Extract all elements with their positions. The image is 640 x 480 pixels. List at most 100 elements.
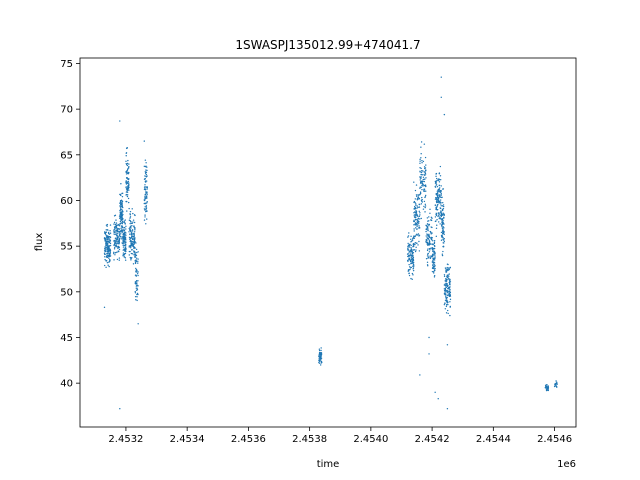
data-point <box>124 252 127 255</box>
data-point <box>411 252 414 255</box>
data-point <box>126 195 129 198</box>
data-point <box>134 240 136 243</box>
data-point <box>118 225 121 227</box>
data-point <box>113 239 115 242</box>
data-point <box>406 259 409 262</box>
data-point <box>417 215 419 218</box>
data-point <box>432 258 435 260</box>
data-point <box>420 146 422 148</box>
data-point <box>443 217 445 219</box>
data-point <box>413 208 415 210</box>
data-point <box>119 217 122 219</box>
data-point <box>408 259 410 261</box>
data-point <box>414 242 417 244</box>
data-point <box>124 219 126 221</box>
data-point <box>423 190 426 192</box>
data-point <box>106 235 108 237</box>
data-point <box>122 255 124 257</box>
data-point <box>430 219 432 221</box>
data-point <box>424 184 427 186</box>
data-point <box>121 219 123 221</box>
data-point <box>133 226 136 229</box>
data-point <box>135 270 137 272</box>
data-point <box>124 223 126 225</box>
data-point <box>440 215 443 218</box>
data-point <box>428 255 430 257</box>
data-point <box>416 207 419 209</box>
data-point <box>145 205 148 207</box>
data-point <box>426 264 429 266</box>
data-point <box>419 193 421 196</box>
data-point <box>109 224 112 226</box>
data-point <box>554 383 556 385</box>
data-point <box>113 221 116 224</box>
data-point <box>121 225 123 227</box>
data-point <box>320 353 322 355</box>
data-point <box>131 237 133 239</box>
data-point <box>443 227 445 229</box>
data-point <box>132 219 135 221</box>
data-point <box>418 215 421 218</box>
data-point <box>115 242 118 244</box>
data-point <box>431 237 433 239</box>
data-point <box>426 241 429 243</box>
data-point <box>440 234 443 237</box>
data-point <box>131 253 134 255</box>
data-point <box>121 242 124 245</box>
data-point <box>137 271 139 273</box>
data-point <box>115 224 117 226</box>
data-point <box>446 266 448 269</box>
data-point <box>428 239 431 241</box>
data-point <box>420 186 423 188</box>
data-point <box>113 248 116 250</box>
data-point <box>124 259 127 261</box>
data-point <box>106 229 109 231</box>
data-point <box>428 216 430 218</box>
data-points <box>103 76 558 410</box>
data-point <box>428 336 430 339</box>
data-point <box>446 289 448 292</box>
data-point <box>418 206 421 208</box>
data-point <box>134 282 137 285</box>
data-point <box>423 184 425 187</box>
y-tick-label: 40 <box>60 379 73 390</box>
data-point <box>432 249 434 251</box>
data-point <box>436 201 438 204</box>
data-point <box>428 233 430 235</box>
x-tick-label: 2.4536 <box>231 434 266 445</box>
data-point <box>442 204 445 206</box>
data-point <box>431 261 433 263</box>
data-point <box>125 241 127 243</box>
data-point <box>448 281 451 283</box>
data-point <box>429 243 431 246</box>
data-point <box>445 270 447 272</box>
data-point <box>418 194 420 196</box>
data-point <box>411 278 413 280</box>
data-point <box>131 257 133 259</box>
data-point <box>419 192 422 194</box>
data-point <box>448 283 451 286</box>
data-point <box>103 231 106 233</box>
data-point <box>426 234 429 236</box>
data-point <box>127 185 129 187</box>
data-point <box>444 288 447 290</box>
data-point <box>129 210 132 213</box>
data-point <box>442 202 444 204</box>
data-point <box>134 259 136 262</box>
data-point <box>121 222 124 225</box>
data-point <box>103 306 106 309</box>
data-point <box>137 260 139 263</box>
data-point <box>121 218 123 220</box>
data-point <box>449 278 451 281</box>
data-point <box>133 238 136 240</box>
data-point <box>413 264 415 266</box>
data-point <box>109 235 111 238</box>
data-point <box>108 255 110 257</box>
data-point <box>419 212 421 214</box>
data-point <box>414 189 417 192</box>
data-point <box>105 249 107 251</box>
data-point <box>428 223 431 226</box>
data-point <box>146 193 148 195</box>
data-point <box>117 237 119 239</box>
data-point <box>412 259 415 262</box>
